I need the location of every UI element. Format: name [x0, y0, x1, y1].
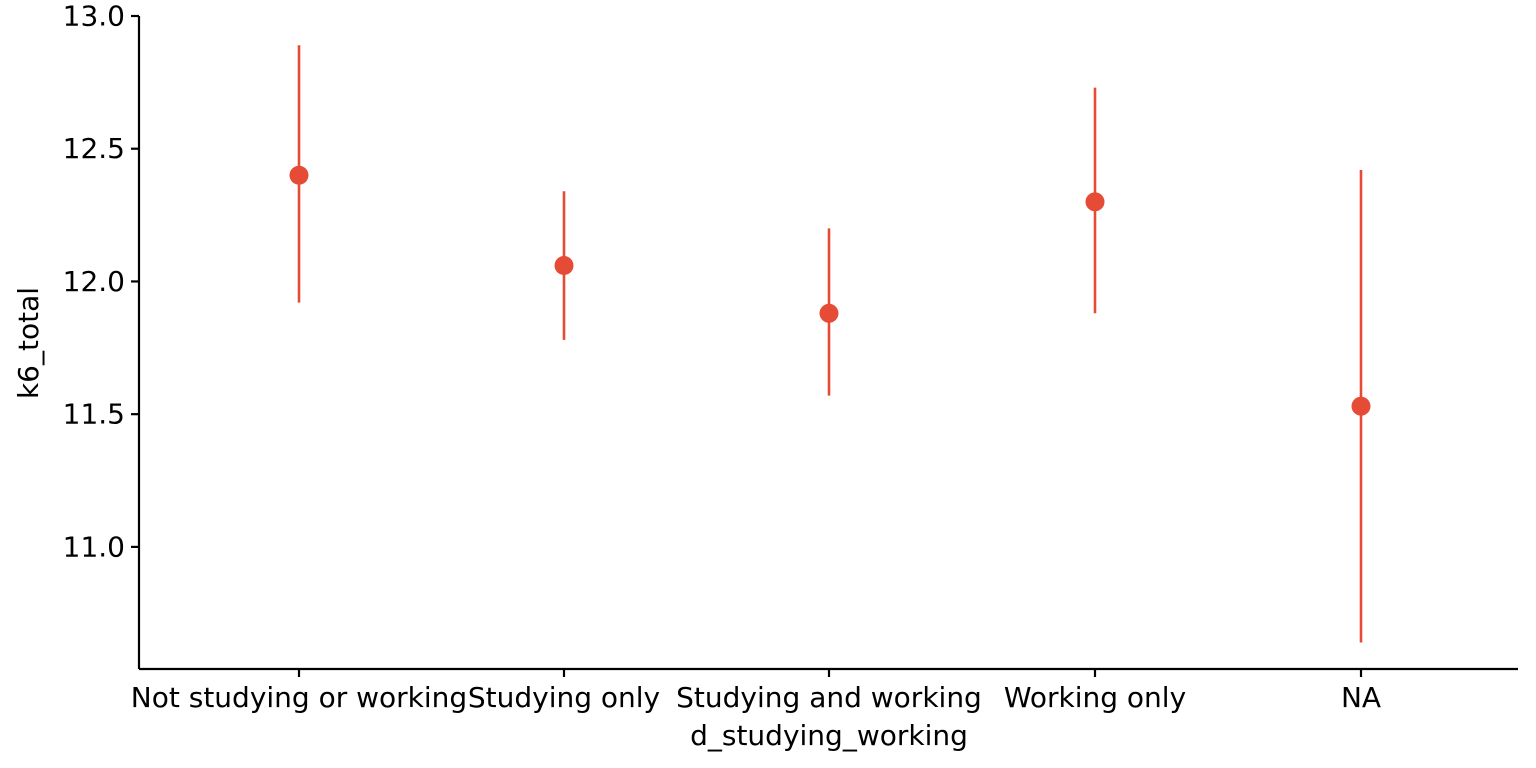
x-tick-label: Studying and working	[676, 681, 982, 714]
x-tick-label: Studying only	[468, 681, 660, 714]
data-point	[289, 165, 309, 185]
x-axis-title: d_studying_working	[690, 719, 968, 752]
x-tick-label: Working only	[1004, 681, 1186, 714]
marks-layer	[289, 45, 1371, 643]
y-tick-label: 11.0	[63, 530, 125, 563]
y-axis-title: k6_total	[12, 287, 45, 399]
y-tick-label: 12.0	[63, 265, 125, 298]
y-tick-label: 12.5	[63, 132, 125, 165]
data-point	[554, 256, 574, 276]
y-axis-ticks: 11.0 11.5 12.0 12.5 13.0	[63, 0, 139, 563]
y-tick-label: 11.5	[63, 398, 125, 431]
x-tick-label: NA	[1341, 681, 1381, 714]
data-point	[819, 303, 839, 323]
data-point	[1351, 396, 1371, 416]
y-tick-label: 13.0	[63, 0, 125, 33]
x-tick-label: Not studying or working	[131, 681, 467, 714]
data-point	[1085, 192, 1105, 212]
x-axis-ticks: Not studying or working Studying only Stud…	[131, 669, 1381, 714]
